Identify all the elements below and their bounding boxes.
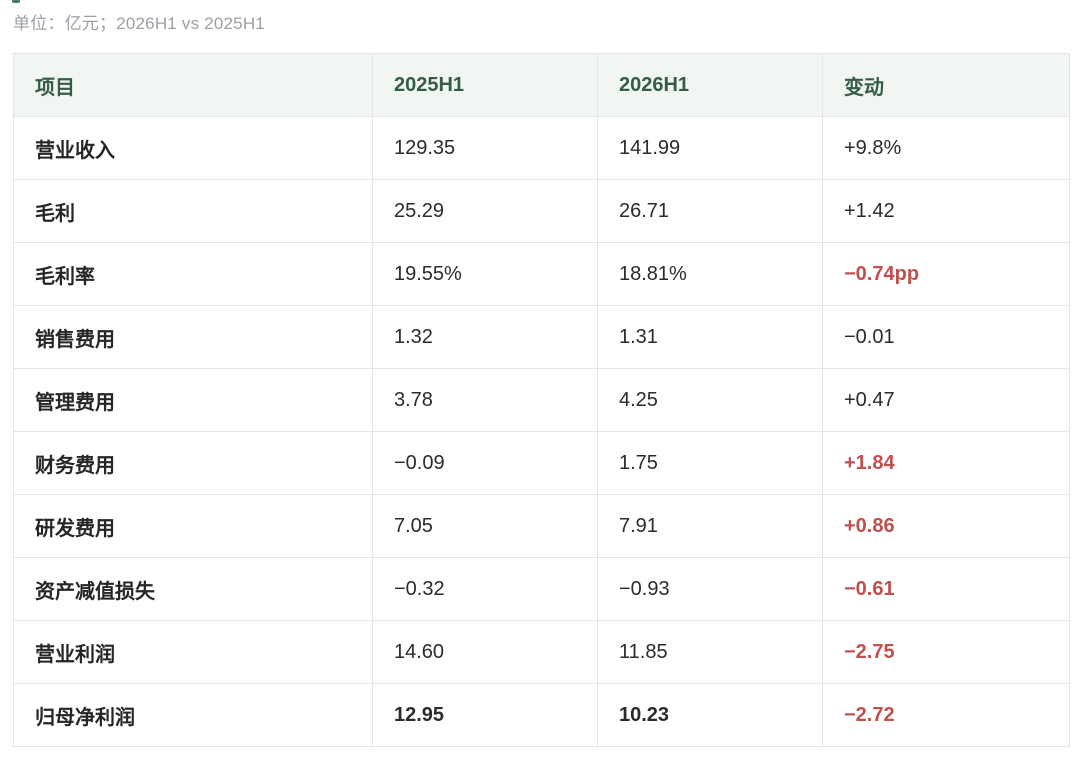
row-value-2025h1: 25.29	[372, 179, 598, 243]
row-value-2026h1: 4.25	[597, 368, 823, 432]
header-item: 项目	[13, 53, 373, 117]
row-value-change: −0.01	[822, 305, 1070, 369]
table-row: 销售费用 1.32 1.31 −0.01	[13, 305, 1070, 369]
accent-bar	[12, 0, 20, 3]
row-value-change: −2.72	[822, 683, 1070, 747]
row-value-2025h1: 1.32	[372, 305, 598, 369]
row-value-2026h1: 1.75	[597, 431, 823, 495]
table-row: 研发费用 7.05 7.91 +0.86	[13, 494, 1070, 558]
unit-note: 单位：亿元；2026H1 vs 2025H1	[13, 14, 265, 33]
row-item-label: 归母净利润	[13, 683, 373, 747]
row-value-2025h1: 7.05	[372, 494, 598, 558]
table-header-row: 项目 2025H1 2026H1 变动	[13, 53, 1070, 117]
row-value-2026h1: 11.85	[597, 620, 823, 684]
row-value-2026h1: 7.91	[597, 494, 823, 558]
row-item-label: 财务费用	[13, 431, 373, 495]
table-row: 管理费用 3.78 4.25 +0.47	[13, 368, 1070, 432]
row-value-2025h1: 3.78	[372, 368, 598, 432]
table-row: 营业收入 129.35 141.99 +9.8%	[13, 116, 1070, 180]
table-row: 资产减值损失 −0.32 −0.93 −0.61	[13, 557, 1070, 621]
row-item-label: 资产减值损失	[13, 557, 373, 621]
row-value-change: +0.47	[822, 368, 1070, 432]
row-value-change: −0.74pp	[822, 242, 1070, 306]
table-row: 毛利 25.29 26.71 +1.42	[13, 179, 1070, 243]
row-value-change: −2.75	[822, 620, 1070, 684]
row-value-2025h1: −0.32	[372, 557, 598, 621]
row-value-2025h1: −0.09	[372, 431, 598, 495]
row-value-2026h1: −0.93	[597, 557, 823, 621]
row-value-2026h1: 18.81%	[597, 242, 823, 306]
header-change: 变动	[822, 53, 1070, 117]
row-value-change: −0.61	[822, 557, 1070, 621]
table-body: 营业收入 129.35 141.99 +9.8% 毛利 25.29 26.71 +1.42 毛利…	[13, 116, 1070, 747]
row-value-change: +9.8%	[822, 116, 1070, 180]
row-item-label: 销售费用	[13, 305, 373, 369]
row-item-label: 毛利率	[13, 242, 373, 306]
table-row: 归母净利润 12.95 10.23 −2.72	[13, 683, 1070, 747]
row-value-2025h1: 12.95	[372, 683, 598, 747]
row-value-2025h1: 14.60	[372, 620, 598, 684]
row-item-label: 研发费用	[13, 494, 373, 558]
row-value-2025h1: 19.55%	[372, 242, 598, 306]
row-value-2026h1: 1.31	[597, 305, 823, 369]
row-value-2026h1: 26.71	[597, 179, 823, 243]
row-item-label: 毛利	[13, 179, 373, 243]
row-value-change: +0.86	[822, 494, 1070, 558]
row-item-label: 营业收入	[13, 116, 373, 180]
row-item-label: 管理费用	[13, 368, 373, 432]
row-value-2026h1: 141.99	[597, 116, 823, 180]
row-item-label: 营业利润	[13, 620, 373, 684]
row-value-change: +1.42	[822, 179, 1070, 243]
row-value-2025h1: 129.35	[372, 116, 598, 180]
row-value-2026h1: 10.23	[597, 683, 823, 747]
financial-comparison-table: 项目 2025H1 2026H1 变动 营业收入 129.35 141.99 +9.8…	[13, 53, 1070, 747]
header-2025h1: 2025H1	[372, 53, 598, 117]
table-row: 毛利率 19.55% 18.81% −0.74pp	[13, 242, 1070, 306]
table-row: 营业利润 14.60 11.85 −2.75	[13, 620, 1070, 684]
row-value-change: +1.84	[822, 431, 1070, 495]
header-2026h1: 2026H1	[597, 53, 823, 117]
table-row: 财务费用 −0.09 1.75 +1.84	[13, 431, 1070, 495]
